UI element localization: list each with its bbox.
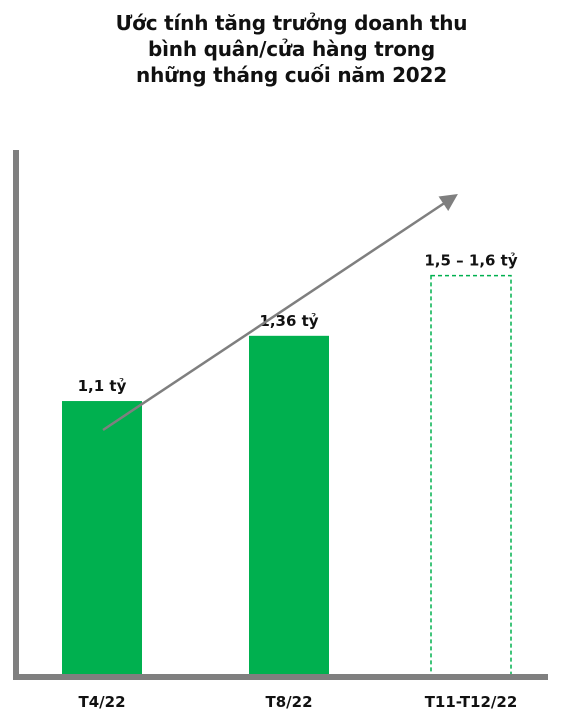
bar-3 [430,274,512,678]
chart-title: Ước tính tăng trưởng doanh thu bình quân… [0,10,583,88]
value-label-3: 1,5 – 1,6 tỷ [424,252,517,270]
value-label-1: 1,1 tỷ [78,377,127,395]
x-tick-labels-group: T4/22 T8/22 T11-T12/22 [78,693,517,711]
x-tick-label-3: T11-T12/22 [425,693,518,711]
title-line-1: Ước tính tăng trưởng doanh thu [115,11,468,35]
bar-1 [62,401,142,677]
trend-arrow [102,194,458,432]
title-line-2: bình quân/cửa hàng trong [148,37,435,61]
bar-2 [249,335,329,677]
x-tick-label-1: T4/22 [78,693,125,711]
title-line-3: những tháng cuối năm 2022 [136,63,447,87]
x-tick-label-2: T8/22 [265,693,312,711]
bars-group [62,274,512,678]
